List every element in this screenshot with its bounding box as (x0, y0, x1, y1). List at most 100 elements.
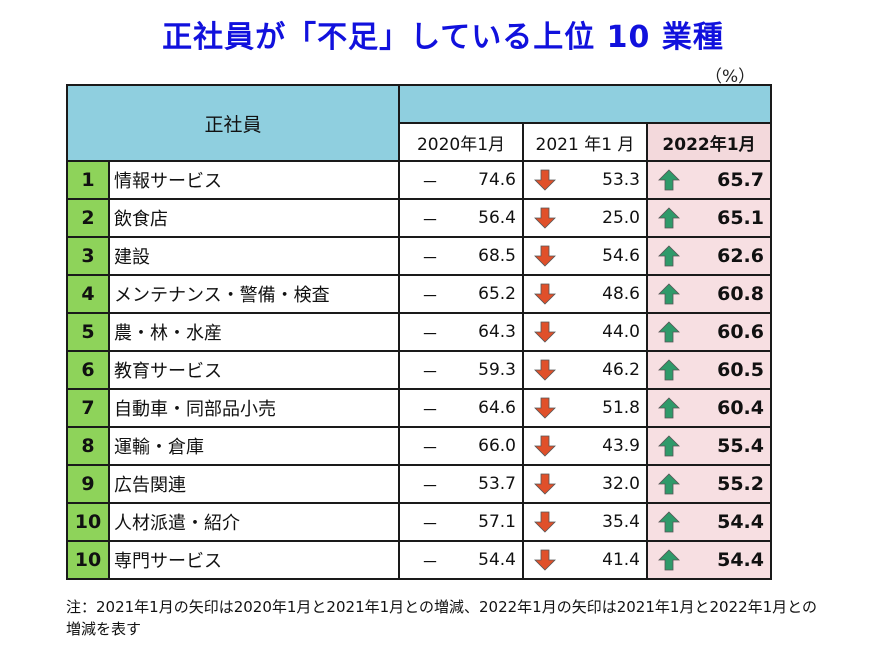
value-2021: 48.6 (602, 284, 640, 304)
value-2021-cell: 53.3 (522, 160, 648, 200)
value-2020-cell: － 53.7 (398, 464, 524, 504)
up-arrow-icon (658, 283, 680, 305)
industry-cell: 情報サービス (108, 160, 400, 200)
value-2020: 65.2 (478, 284, 516, 304)
footnote: 注：2021年1月の矢印は2020年1月と2021年1月との増減、2022年1月… (66, 598, 818, 638)
value-2022-cell: 65.1 (646, 198, 772, 238)
table-row: 9 広告関連 － 53.7 32.0 55.2 (66, 464, 772, 504)
industry-cell: 飲食店 (108, 198, 400, 238)
no-change-dash: － (421, 552, 439, 573)
value-2021-cell: 51.8 (522, 388, 648, 428)
value-2021-cell: 44.0 (522, 312, 648, 352)
header-band (398, 84, 772, 123)
up-arrow-icon (658, 245, 680, 267)
down-arrow-icon (534, 245, 556, 267)
value-2022: 55.2 (717, 473, 764, 495)
down-arrow-icon (534, 397, 556, 419)
col-header-2021: 2021 年1 月 (522, 122, 648, 162)
no-change-dash: － (421, 362, 439, 383)
down-arrow-icon (534, 207, 556, 229)
table-row: 2 飲食店 － 56.4 25.0 65.1 (66, 198, 772, 238)
down-arrow-icon (534, 169, 556, 191)
no-change-dash: － (421, 210, 439, 231)
down-arrow-icon (534, 321, 556, 343)
value-2020-cell: － 56.4 (398, 198, 524, 238)
value-2021-cell: 25.0 (522, 198, 648, 238)
no-change-dash: － (421, 286, 439, 307)
industry-cell: 人材派遣・紹介 (108, 502, 400, 542)
down-arrow-icon (534, 473, 556, 495)
value-2022: 60.8 (717, 283, 764, 305)
value-2021-cell: 41.4 (522, 540, 648, 580)
value-2022: 65.1 (717, 207, 764, 229)
value-2022-cell: 55.2 (646, 464, 772, 504)
down-arrow-icon (534, 511, 556, 533)
industry-cell: 専門サービス (108, 540, 400, 580)
value-2020: 59.3 (478, 360, 516, 380)
table-row: 10 専門サービス － 54.4 41.4 54.4 (66, 540, 772, 580)
value-2022: 60.4 (717, 397, 764, 419)
ranking-table: 正社員 2020年1月 2021 年1 月 2022年1月 1 情報サービス－ 74… (66, 84, 772, 580)
value-2022-cell: 60.5 (646, 350, 772, 390)
industry-cell: 運輸・倉庫 (108, 426, 400, 466)
value-2022: 60.6 (717, 321, 764, 343)
table-row: 4 メンテナンス・警備・検査 － 65.2 48.6 60.8 (66, 274, 772, 314)
corner-label: 正社員 (66, 84, 400, 162)
up-arrow-icon (658, 473, 680, 495)
page-title: 正社員が「不足」している上位 10 業種 (162, 20, 724, 55)
rank-cell: 5 (66, 312, 110, 352)
up-arrow-icon (658, 207, 680, 229)
no-change-dash: － (421, 438, 439, 459)
value-2020: 56.4 (478, 208, 516, 228)
value-2021: 43.9 (602, 436, 640, 456)
industry-cell: 自動車・同部品小売 (108, 388, 400, 428)
table-row: 5 農・林・水産 － 64.3 44.0 60.6 (66, 312, 772, 352)
value-2021-cell: 35.4 (522, 502, 648, 542)
value-2021: 51.8 (602, 398, 640, 418)
industry-cell: メンテナンス・警備・検査 (108, 274, 400, 314)
value-2021-cell: 43.9 (522, 426, 648, 466)
value-2020: 74.6 (478, 170, 516, 190)
down-arrow-icon (534, 435, 556, 457)
rank-cell: 7 (66, 388, 110, 428)
table-row: 1 情報サービス － 74.6 53.3 65.7 (66, 160, 772, 200)
value-2021: 35.4 (602, 512, 640, 532)
table-row: 3 建設 － 68.5 54.6 62.6 (66, 236, 772, 276)
value-2022-cell: 54.4 (646, 540, 772, 580)
no-change-dash: － (421, 324, 439, 345)
up-arrow-icon (658, 359, 680, 381)
value-2021-cell: 32.0 (522, 464, 648, 504)
industry-cell: 広告関連 (108, 464, 400, 504)
value-2020-cell: － 74.6 (398, 160, 524, 200)
value-2020-cell: － 57.1 (398, 502, 524, 542)
rank-cell: 6 (66, 350, 110, 390)
no-change-dash: － (421, 172, 439, 193)
value-2022-cell: 55.4 (646, 426, 772, 466)
value-2022: 62.6 (717, 245, 764, 267)
value-2020-cell: － 64.6 (398, 388, 524, 428)
down-arrow-icon (534, 359, 556, 381)
value-2022-cell: 62.6 (646, 236, 772, 276)
industry-cell: 建設 (108, 236, 400, 276)
up-arrow-icon (658, 549, 680, 571)
col-header-2020: 2020年1月 (398, 122, 524, 162)
value-2020: 64.6 (478, 398, 516, 418)
value-2020: 64.3 (478, 322, 516, 342)
value-2020-cell: － 54.4 (398, 540, 524, 580)
rank-cell: 1 (66, 160, 110, 200)
value-2020-cell: － 65.2 (398, 274, 524, 314)
up-arrow-icon (658, 511, 680, 533)
value-2020: 57.1 (478, 512, 516, 532)
value-2021: 44.0 (602, 322, 640, 342)
value-2022-cell: 60.6 (646, 312, 772, 352)
value-2020-cell: － 64.3 (398, 312, 524, 352)
up-arrow-icon (658, 435, 680, 457)
rank-cell: 10 (66, 540, 110, 580)
value-2021: 32.0 (602, 474, 640, 494)
table-row: 7 自動車・同部品小売 － 64.6 51.8 60.4 (66, 388, 772, 428)
value-2021: 54.6 (602, 246, 640, 266)
value-2022-cell: 54.4 (646, 502, 772, 542)
value-2021: 53.3 (602, 170, 640, 190)
value-2022: 60.5 (717, 359, 764, 381)
col-header-2022: 2022年1月 (646, 122, 772, 162)
